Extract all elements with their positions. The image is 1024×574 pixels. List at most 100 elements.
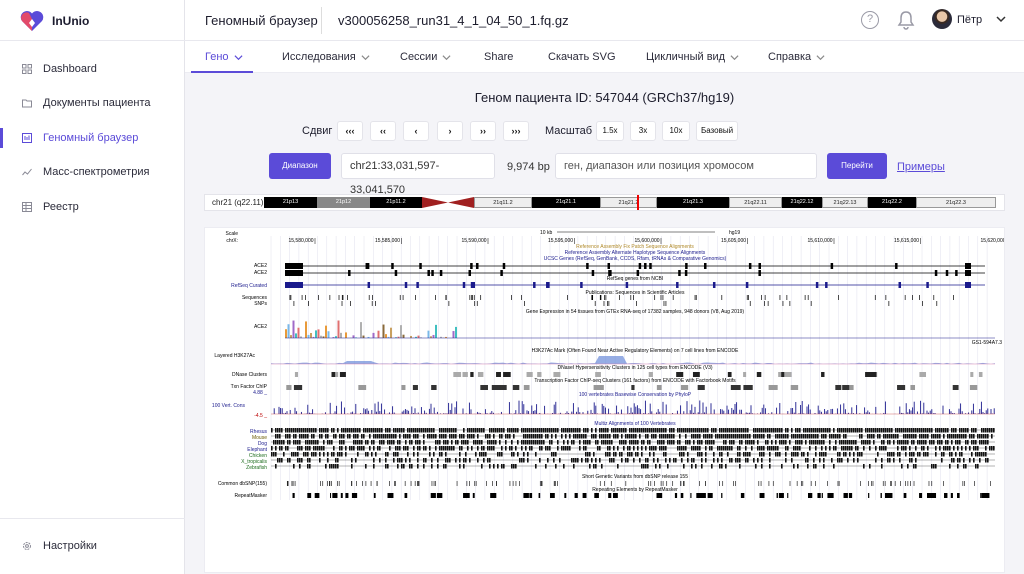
h3k27ac-signal[interactable] (271, 356, 995, 365)
go-button[interactable]: Перейти (827, 153, 887, 179)
folder-icon (22, 99, 32, 108)
zoom-base-button[interactable]: Базовый (696, 121, 738, 141)
track-label-layered-h3k27ac[interactable]: Layered H3K27Ac (214, 353, 255, 359)
multiz-block (389, 446, 391, 451)
app-logo[interactable]: InUnio (20, 8, 89, 34)
examples-link[interactable]: Примеры (897, 161, 945, 173)
multiz-block (371, 440, 373, 445)
multiz-block (541, 428, 543, 433)
dnase-cluster (978, 372, 983, 377)
shift-right-far-button[interactable]: ››› (503, 121, 529, 141)
track-label-dnase[interactable]: DNase Clusters (232, 372, 268, 378)
track-scale-top: 4.88 _ (253, 390, 267, 396)
track-label-refseq[interactable]: RefSeq Curated (231, 283, 267, 289)
shift-left-button[interactable]: ‹ (403, 121, 429, 141)
zoom-3x-button[interactable]: 3x (630, 121, 656, 141)
genome-browser-image[interactable]: Scale chrX: 10 kb hg19 15,580,000 15,585,… (204, 227, 1008, 573)
multiz-block (563, 440, 565, 445)
zoom-10x-button[interactable]: 10x (662, 121, 690, 141)
track-title: Short Genetic Variants from dbSNP releas… (582, 474, 688, 480)
tab-geno[interactable]: Гено (191, 41, 252, 73)
multiz-block (435, 434, 437, 439)
sidebar-item-dashboard[interactable]: Dashboard (0, 54, 185, 84)
multiz-block (545, 446, 547, 451)
tab-circular-view[interactable]: Цикличный вид (646, 41, 739, 73)
avatar[interactable] (932, 9, 952, 29)
multiz-block (911, 458, 913, 463)
zoom-1.5x-button[interactable]: 1.5x (596, 121, 624, 141)
chrom-label: chrX: (226, 238, 238, 244)
multiz-block (723, 446, 725, 451)
multiz-block (665, 434, 667, 439)
tab-download-svg[interactable]: Скачать SVG (548, 41, 616, 73)
multiz-alignments[interactable] (271, 428, 995, 469)
shift-left-medium-button[interactable]: ‹‹ (370, 121, 396, 141)
chromosome-ideogram[interactable]: chr21 (q22.11) 21p13 21p12 21p11.2 21q11… (204, 194, 1005, 211)
shift-left-far-button[interactable]: ‹‹‹ (337, 121, 363, 141)
sidebar-item-registry[interactable]: Реестр (0, 192, 185, 222)
sidebar-item-settings[interactable]: Настройки (0, 531, 185, 561)
tracks-canvas[interactable]: Scale chrX: 10 kb hg19 15,580,000 15,585,… (205, 228, 1008, 572)
range-button[interactable]: Диапазон (269, 153, 331, 179)
multiz-block (607, 446, 609, 451)
track-label-common-snp[interactable]: Common dbSNP(155) (218, 481, 268, 487)
multiz-block (483, 458, 485, 463)
position-input[interactable]: chr21:33,031,597-33,041,570 (341, 153, 495, 196)
multiz-block (453, 446, 455, 451)
gene-models[interactable] (285, 263, 985, 288)
multiz-block (643, 428, 645, 433)
multiz-block (971, 452, 973, 457)
chevron-down-icon[interactable] (996, 14, 1006, 24)
help-icon[interactable]: ? (861, 11, 879, 29)
multiz-block (733, 434, 735, 439)
multiz-block (343, 440, 345, 445)
shift-right-medium-button[interactable]: ›› (470, 121, 496, 141)
tab-research[interactable]: Исследования (282, 41, 370, 73)
multiz-block (441, 434, 443, 439)
tab-sessions[interactable]: Сессии (400, 41, 451, 73)
sidebar-item-patient-documents[interactable]: Документы пациента (0, 88, 185, 118)
track-label-repeatmasker[interactable]: RepeatMasker (234, 493, 267, 499)
ideogram-band: 21q11.2 (474, 197, 532, 208)
multiz-block (305, 434, 307, 439)
multiz-block (713, 452, 715, 457)
track-label-ace2[interactable]: ACE2 (254, 263, 267, 269)
track-label-sequences[interactable]: Sequences (242, 295, 268, 301)
snp-and-repeat-marks[interactable] (286, 481, 991, 498)
multiz-block (547, 428, 549, 433)
multiz-block (331, 452, 333, 457)
track-label-snps[interactable]: SNPs (254, 301, 267, 307)
sidebar-item-genome-browser[interactable]: Геномный браузер (0, 123, 185, 153)
multiz-block (539, 440, 541, 445)
multiz-block (379, 458, 381, 463)
dnase-cluster (778, 372, 782, 377)
tab-share[interactable]: Share (484, 41, 513, 73)
multiz-block (489, 458, 491, 463)
search-input[interactable]: ген, диапазон или позиция хромосом (555, 153, 817, 179)
multiz-block (275, 464, 277, 469)
phylop-conservation[interactable] (270, 400, 995, 415)
multiz-block (545, 428, 547, 433)
repeat-element (950, 493, 953, 498)
multiz-block (881, 440, 883, 445)
multiz-block (663, 446, 665, 451)
track-label-txn-factor[interactable]: Txn Factor ChIP (231, 384, 268, 390)
track-label-cons[interactable]: 100 Vert. Cons (212, 403, 246, 409)
multiz-block (861, 428, 863, 433)
user-name[interactable]: Пётр (957, 14, 983, 26)
bell-icon[interactable] (897, 10, 915, 30)
publication-marks[interactable] (289, 295, 954, 306)
tab-help[interactable]: Справка (768, 41, 825, 73)
dnase-clusters[interactable] (286, 372, 983, 390)
track-label-gtex-ace2[interactable]: ACE2 (254, 324, 267, 330)
multiz-block (633, 458, 635, 463)
gene-exon (704, 263, 707, 269)
multiz-block (835, 446, 837, 451)
dnase-cluster (453, 372, 462, 377)
multiz-block (329, 464, 331, 469)
sidebar-item-mass-spectrometry[interactable]: Масс-спектрометрия (0, 157, 185, 187)
multiz-block (911, 440, 913, 445)
track-label-ace2[interactable]: ACE2 (254, 270, 267, 276)
shift-right-button[interactable]: › (437, 121, 463, 141)
gtex-expression-bars[interactable] (285, 320, 995, 339)
